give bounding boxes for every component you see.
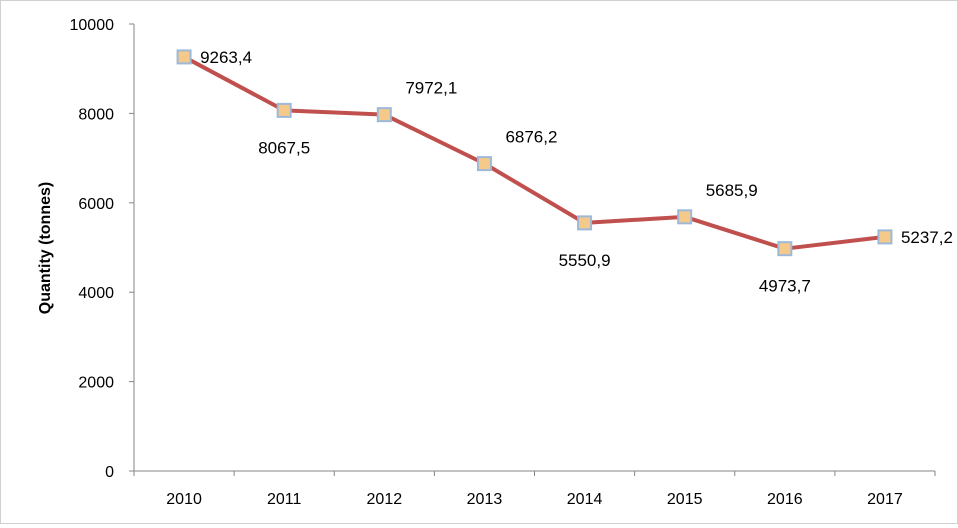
x-tick-label: 2016 [767,491,803,508]
y-tick-label: 10000 [70,17,115,34]
x-tick-label: 2011 [267,491,302,508]
data-label: 5685,9 [706,181,758,200]
x-tick-label: 2010 [166,491,202,508]
data-point-marker [577,215,593,231]
data-label: 8067,5 [258,138,310,157]
y-tick-label: 2000 [78,375,114,392]
data-point-marker [176,49,192,65]
data-point-marker [777,241,793,257]
y-axis-title: Quantity (tonnes) [37,182,54,314]
data-label: 7972,1 [405,79,457,98]
data-point-marker [877,229,893,245]
y-tick-labels: 0 2000 4000 6000 8000 10000 [70,17,115,481]
x-tick-label: 2017 [867,491,903,508]
series-line [182,54,887,251]
data-label: 4973,7 [759,277,811,296]
x-tick-label: 2013 [467,491,503,508]
y-tick-label: 0 [105,464,114,481]
x-tick-label: 2012 [367,491,403,508]
data-markers [176,49,893,257]
data-point-marker [677,209,693,225]
data-label: 5550,9 [559,251,611,270]
data-labels: 9263,4 8067,5 7972,1 6876,2 5550,9 5685,9 4973… [200,48,953,296]
data-point-marker [376,107,392,123]
y-tick-label: 4000 [78,285,114,302]
axes [129,23,936,476]
data-point-marker [476,156,492,172]
data-label: 6876,2 [505,128,557,147]
data-label: 9263,4 [200,48,252,67]
y-tick-label: 6000 [78,196,114,213]
x-tick-labels: 2010 2011 2012 2013 2014 2015 2016 2017 [166,491,903,508]
y-tick-label: 8000 [78,106,114,123]
x-tick-label: 2015 [667,491,703,508]
data-label: 5237,2 [901,228,953,247]
data-point-marker [276,102,292,118]
x-tick-label: 2014 [567,491,603,508]
